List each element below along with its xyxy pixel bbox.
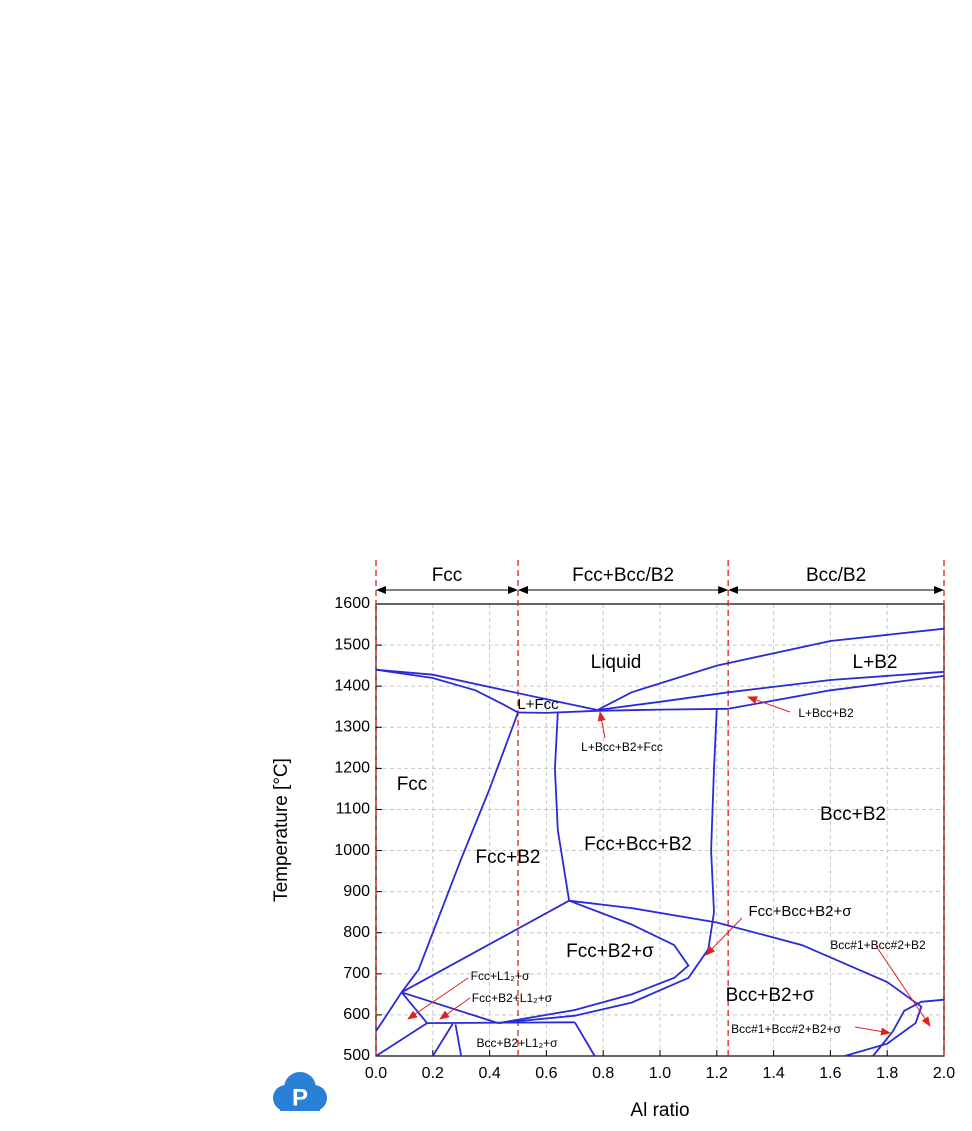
phase-boundary xyxy=(597,670,945,711)
region-label: Fcc xyxy=(397,774,428,795)
y-tick-label: 1500 xyxy=(334,636,370,653)
x-tick-label: 0.6 xyxy=(535,1065,557,1082)
y-tick-label: 1600 xyxy=(334,595,370,612)
logo: P xyxy=(273,1072,327,1111)
phase-boundary xyxy=(454,1024,463,1057)
x-tick-label: 0.4 xyxy=(478,1065,500,1082)
region-label: Bcc+B2+L1₂+σ xyxy=(476,1036,558,1050)
region-label: L+Bcc+B2 xyxy=(798,706,854,720)
region-label: Liquid xyxy=(591,652,642,673)
region-label: L+Bcc+B2+Fcc xyxy=(581,740,663,754)
region-label: Bcc+B2+σ xyxy=(726,985,815,1006)
pointer-arrow xyxy=(747,696,791,713)
region-label: Bcc#1+Bcc#2+B2+σ xyxy=(731,1022,841,1036)
phase-boundary xyxy=(597,627,945,711)
x-axis-label: Al ratio xyxy=(630,1100,689,1121)
phase-boundary xyxy=(574,1021,596,1057)
phase-boundary xyxy=(872,998,945,1057)
pointer-arrow xyxy=(407,977,469,1020)
y-tick-label: 1000 xyxy=(334,842,370,859)
region-label: Bcc#1+Bcc#2+B2 xyxy=(830,938,926,952)
phase-boundary xyxy=(432,1023,454,1057)
phase-boundary xyxy=(497,899,690,1024)
x-tick-label: 1.2 xyxy=(706,1065,728,1082)
region-label: Fcc+Bcc+B2+σ xyxy=(748,903,852,920)
pointer-arrow xyxy=(439,997,471,1020)
structure-label: Fcc+Bcc/B2 xyxy=(572,565,674,586)
x-tick-label: 0.0 xyxy=(365,1065,387,1082)
region-label: Fcc+L1₂+σ xyxy=(471,969,530,983)
phase-boundary xyxy=(401,899,570,994)
phase-boundary xyxy=(568,899,923,1057)
phase-boundary xyxy=(498,948,710,1024)
phase-boundary xyxy=(707,708,718,950)
phase-boundary xyxy=(375,668,598,711)
pointer-arrow xyxy=(597,711,606,739)
x-tick-label: 1.4 xyxy=(762,1065,784,1082)
y-tick-label: 900 xyxy=(343,883,370,900)
region-label: Bcc+B2 xyxy=(820,804,886,825)
svg-text:P: P xyxy=(292,1084,308,1111)
x-tick-label: 1.0 xyxy=(649,1065,671,1082)
region-label: Fcc+B2+σ xyxy=(566,941,654,962)
region-label: L+Fcc xyxy=(517,696,559,713)
y-tick-label: 1100 xyxy=(336,801,371,818)
structure-label: Bcc/B2 xyxy=(806,565,866,586)
phase-boundary xyxy=(517,707,729,714)
phase-boundary xyxy=(401,991,499,1024)
region-label: Fcc+B2+L1₂+σ xyxy=(472,991,553,1005)
phase-boundary xyxy=(375,991,403,1032)
region-label: L+B2 xyxy=(853,652,898,673)
pointer-arrow xyxy=(854,1026,891,1036)
y-tick-label: 600 xyxy=(343,1006,370,1023)
x-tick-label: 2.0 xyxy=(933,1065,955,1082)
x-tick-label: 0.8 xyxy=(592,1065,614,1082)
phase-boundary xyxy=(400,712,519,993)
x-tick-label: 0.2 xyxy=(422,1065,444,1082)
region-label: Fcc+B2 xyxy=(476,847,541,868)
phase-boundary xyxy=(375,668,519,714)
phase-boundary xyxy=(375,1022,428,1057)
phase-boundary xyxy=(728,675,945,710)
y-tick-label: 1200 xyxy=(334,760,370,777)
structure-label: Fcc xyxy=(432,565,463,586)
pointer-arrow xyxy=(705,917,743,956)
pointer-arrow xyxy=(875,945,931,1027)
x-tick-label: 1.8 xyxy=(876,1065,898,1082)
x-tick-label: 1.6 xyxy=(819,1065,841,1082)
y-tick-label: 1300 xyxy=(334,718,370,735)
phase-boundary xyxy=(553,712,570,901)
y-tick-label: 1400 xyxy=(334,677,370,694)
region-label: Fcc+Bcc+B2 xyxy=(584,834,692,855)
y-axis-label: Temperature [°C] xyxy=(271,758,292,902)
y-tick-label: 700 xyxy=(343,965,370,982)
y-tick-label: 800 xyxy=(343,924,370,941)
y-tick-label: 500 xyxy=(343,1047,370,1064)
